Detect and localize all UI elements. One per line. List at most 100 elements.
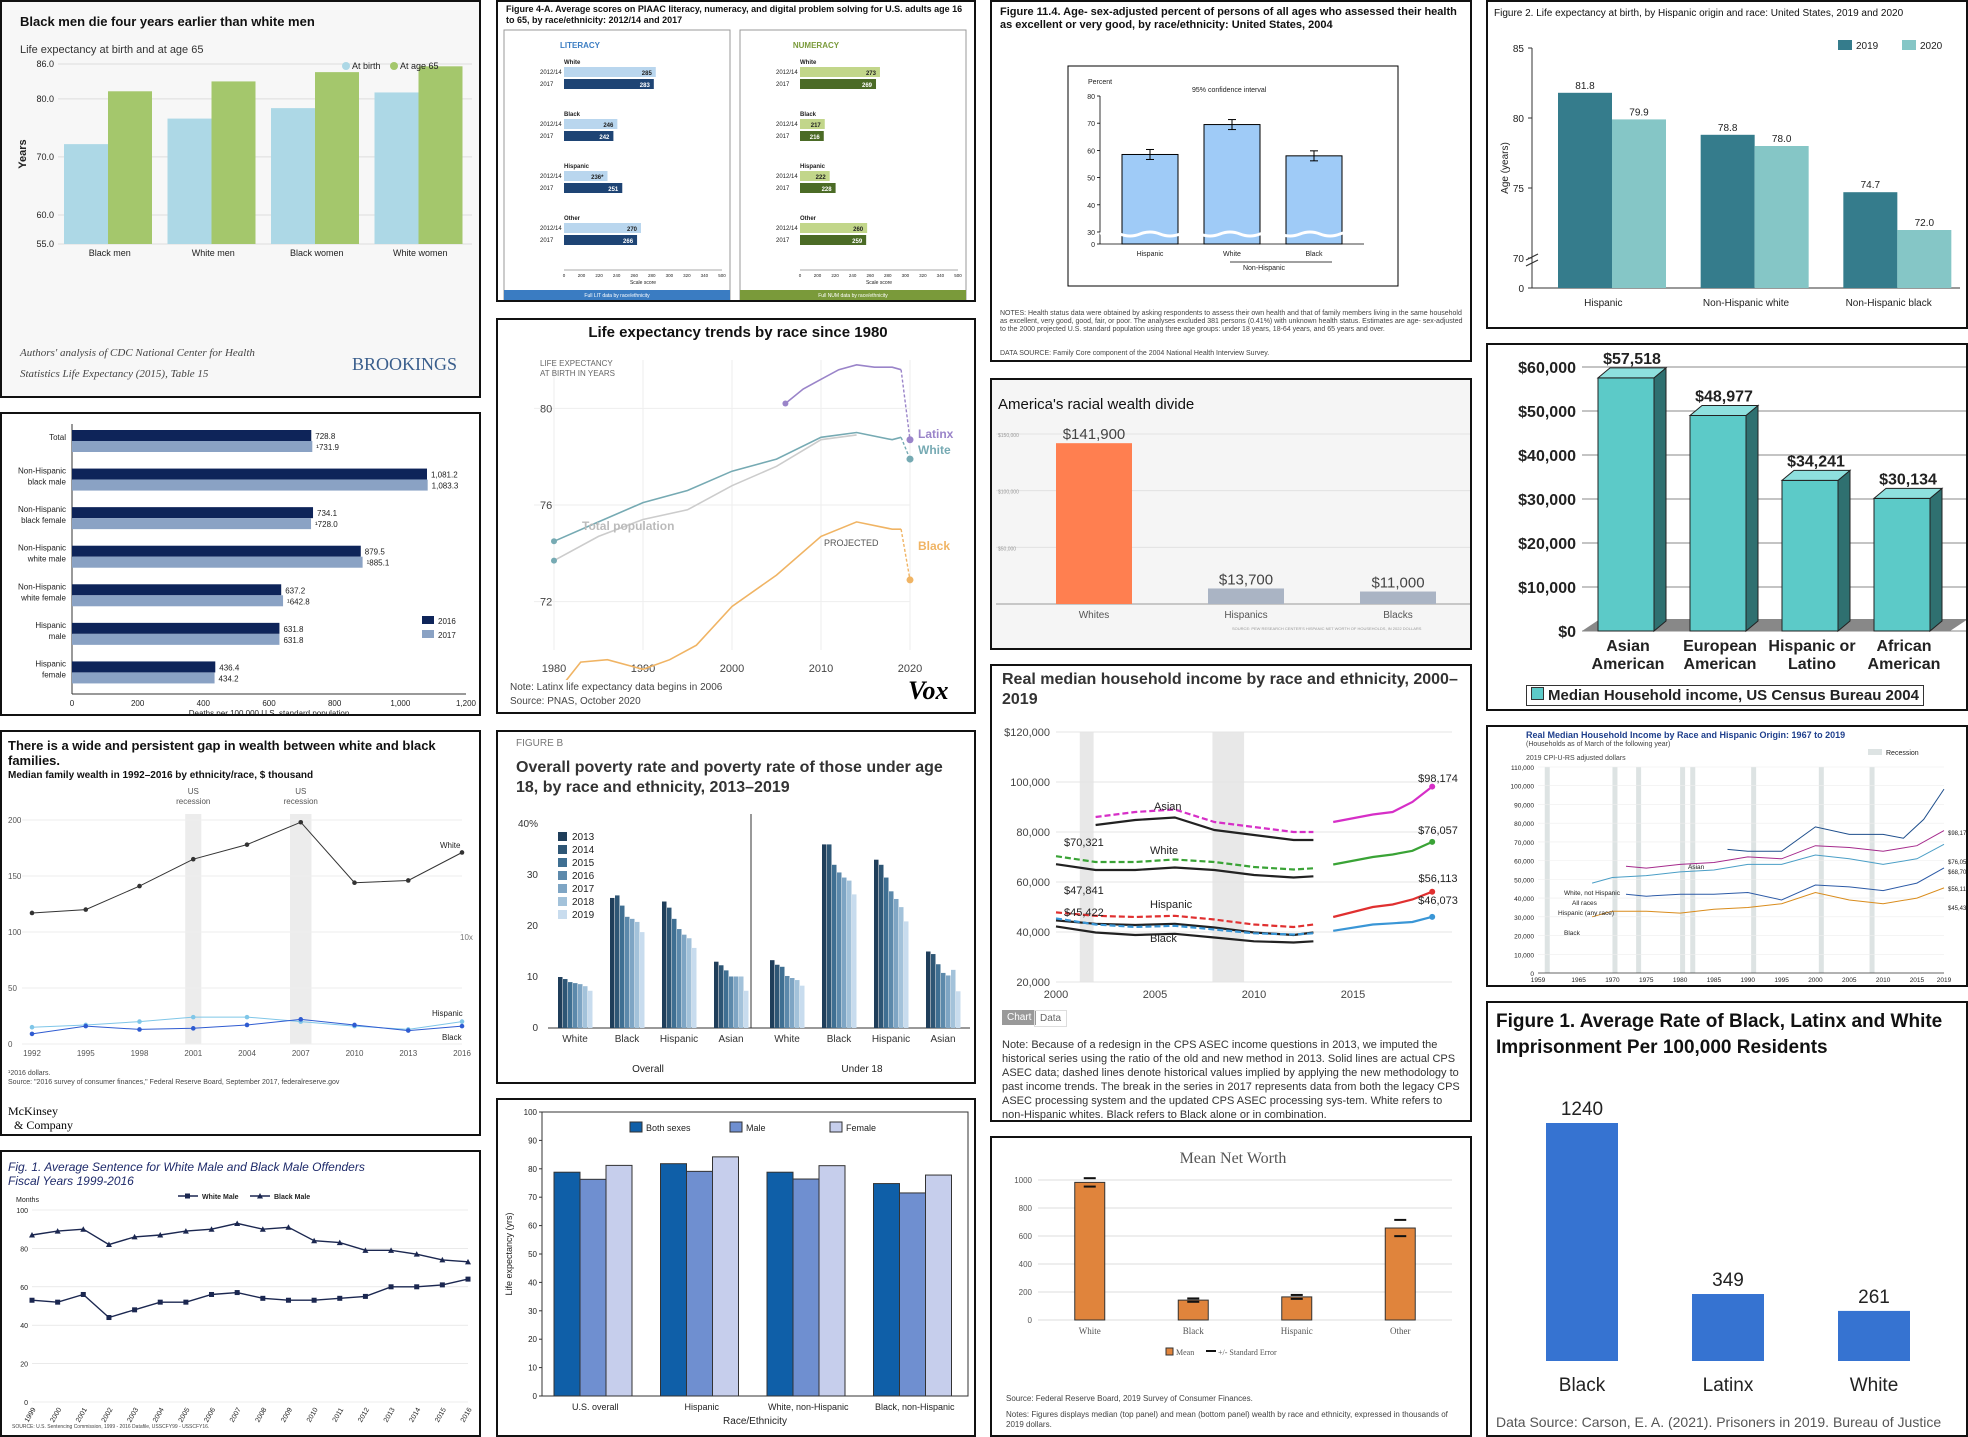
y-tick-label: 100,000	[1010, 777, 1050, 789]
bar-2017	[630, 918, 635, 1028]
recession-band	[1818, 767, 1824, 973]
x-tick-label: 1965	[1571, 977, 1586, 984]
end-marker	[906, 455, 914, 463]
data-point	[260, 1295, 266, 1301]
bar-2015	[780, 966, 785, 1028]
x-tick-label: 1990	[1741, 977, 1756, 984]
subpanel-title: LITERACY	[560, 41, 601, 50]
y-tick-label: 70.0	[36, 152, 54, 162]
tab-data[interactable]: Data	[1034, 1010, 1068, 1027]
recession-band	[1636, 767, 1642, 973]
panel-title: America's racial wealth divide	[998, 396, 1195, 413]
data-point	[80, 1291, 86, 1297]
x-tick-label: 2000	[1808, 977, 1823, 984]
x-tick-label: 2004	[152, 1407, 166, 1424]
panel-real-median-income: Real median household income by race and…	[990, 664, 1472, 1122]
series-line-asian	[1332, 785, 1433, 824]
y-tick-label: 30	[1087, 230, 1095, 237]
recession-band	[1690, 767, 1696, 973]
recession-label: recession	[284, 797, 318, 806]
x-tick-label: U.S. overall	[572, 1402, 619, 1412]
x-tick-label: Hispanic or	[1768, 638, 1855, 655]
projection-line	[900, 437, 911, 460]
bar-2019	[588, 990, 593, 1028]
x-tick-label: 2015	[434, 1407, 448, 1424]
legend-label: Black Male	[274, 1194, 310, 1201]
panel-imprisonment-rate: Figure 1. Average Rate of Black, Latinx …	[1486, 1001, 1968, 1437]
bar-front	[1689, 415, 1747, 632]
bar-2019	[1843, 192, 1898, 288]
y-tick-label: 86.0	[36, 59, 54, 69]
legend-swatch	[729, 1121, 743, 1133]
bar-female	[605, 1164, 633, 1397]
bar-black	[1285, 155, 1343, 245]
bar-2013	[558, 977, 563, 1028]
chart-p8: $0 $10,000 $20,000 $30,000 $40,000 $50,000 $60…	[1518, 351, 1966, 673]
legend-swatch	[629, 1121, 643, 1133]
year-label: 2012/14	[540, 174, 562, 180]
panel-title: Figure 11.4. Age- sex-adjusted percent o…	[1000, 6, 1457, 31]
end-marker	[1429, 838, 1436, 845]
y-tick-label: 75	[1513, 184, 1525, 195]
x-tick-label: American	[1592, 656, 1665, 673]
x-axis-label: Deaths per 100,000 U.S. standard populat…	[189, 709, 350, 716]
legend-swatch	[558, 858, 567, 867]
value-label: $98,174	[1948, 831, 1968, 837]
data-point	[29, 1231, 35, 1238]
category-label: Hispanic	[35, 659, 66, 668]
data-point	[352, 880, 357, 886]
bar-2017	[72, 672, 215, 684]
projection-line	[900, 529, 911, 581]
bar-2014	[667, 907, 672, 1028]
legend-label: +/- Standard Error	[1218, 1348, 1277, 1357]
series-line-total-population	[553, 434, 857, 562]
data-point	[80, 1226, 87, 1232]
series-label: Black	[918, 539, 950, 553]
bar-at-age-65	[418, 66, 463, 245]
bar-value: 78.0	[1772, 134, 1792, 145]
data-point	[190, 856, 196, 862]
data-point	[132, 1307, 138, 1313]
bar-2012	[564, 223, 641, 233]
chart-p4: 0 70 75 80 85 Age (years) 81.8 79.9 Hispanic 78.8…	[1500, 40, 1960, 309]
end-marker	[1429, 888, 1436, 895]
series-label: Black	[442, 1033, 463, 1042]
y-tick-label: 80	[1513, 114, 1525, 125]
bar-both-sexes	[553, 1171, 581, 1397]
series-line-asian	[1727, 788, 1945, 852]
y-tick-label: 85	[1513, 44, 1525, 55]
x-tick-label: 300	[666, 273, 674, 278]
x-tick-label: Black	[1305, 251, 1323, 258]
x-tick-label: 2005	[178, 1407, 192, 1424]
x-tick-label: Black women	[290, 248, 344, 258]
y-tick-label: 55.0	[36, 239, 54, 249]
series-label: Hispanic	[1150, 899, 1193, 911]
y-tick-label: 10,000	[1514, 952, 1534, 959]
tab-chart[interactable]: Chart	[1002, 1010, 1037, 1025]
bar-2016	[72, 507, 314, 519]
x-tick-label: White women	[393, 248, 448, 258]
y-tick-label: $0	[1558, 624, 1576, 641]
start-marker	[551, 557, 557, 564]
panel-wealth-divide: America's racial wealth divide SOURCE: P…	[990, 378, 1472, 650]
y-tick-label: 0	[1028, 1316, 1033, 1325]
source-line-2: Statistics Life Expectancy (2015), Table…	[20, 368, 209, 380]
y-tick-label: 100,000	[1511, 784, 1535, 791]
x-tick-label: 2002	[101, 1407, 115, 1424]
x-tick-label: White	[1079, 1326, 1101, 1336]
category-label: black male	[28, 478, 67, 487]
value-label: $76,057	[1948, 860, 1968, 866]
bar-2016	[72, 430, 312, 441]
y-tick-label: 60,000	[1514, 859, 1534, 866]
bar-2019	[904, 921, 909, 1028]
y-axis-label: Life expectancy (yrs)	[504, 1212, 514, 1295]
year-label: 2012/14	[776, 226, 798, 232]
y-tick-label: $50,000	[998, 546, 1016, 552]
bar-value: 436.4	[219, 663, 240, 672]
bar-latinx	[1692, 1294, 1764, 1361]
bar-value: 631.8	[283, 636, 304, 645]
x-tick-label: 280	[884, 273, 892, 278]
year-label: 2017	[776, 134, 790, 140]
legend-swatch	[829, 1121, 843, 1133]
recession-band	[1612, 767, 1618, 973]
